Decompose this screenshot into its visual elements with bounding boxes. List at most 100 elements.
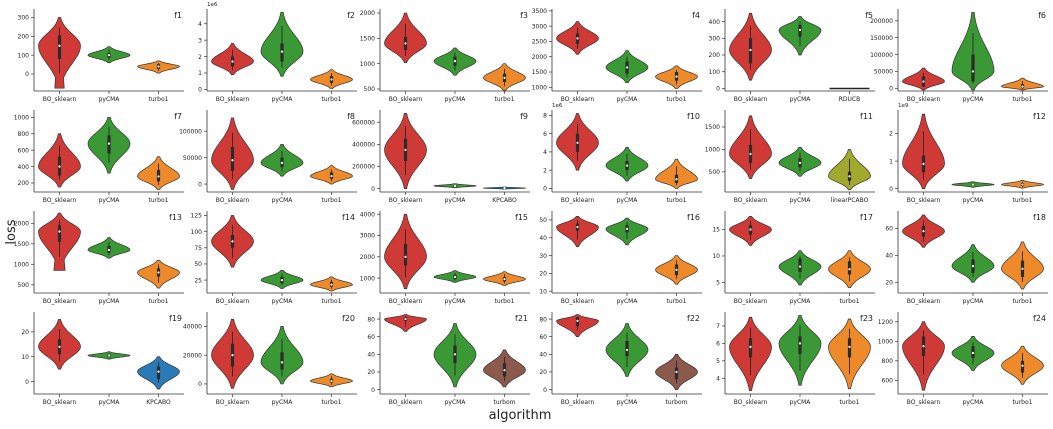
x-tick-label: pyCMA xyxy=(445,197,467,204)
y-tick-label: 500 xyxy=(18,282,30,289)
violin-median xyxy=(798,28,802,32)
violin-iqr-box xyxy=(847,261,852,275)
panel-f3: 500 1000 1500 2000 f3 BO_sklearn pyCMA turbo1 xyxy=(360,9,530,103)
y-tick-label: 400 xyxy=(18,164,30,171)
panel-title: f19 xyxy=(169,314,182,323)
y-tick-label: 4 xyxy=(198,21,202,28)
y-tick-label: 0 xyxy=(198,87,202,94)
y-tick-label: 40 xyxy=(539,352,547,359)
violin-median xyxy=(58,345,61,348)
y-tick-label: 2 xyxy=(889,131,893,138)
x-tick-label: BO_sklearn xyxy=(561,197,595,204)
violin-iqr-box xyxy=(57,35,62,59)
panel-f2: 0 1 2 3 4 1e6 f2 BO_sklearn pyCMA turbo1 xyxy=(198,2,357,103)
violin-median xyxy=(157,65,160,68)
y-tick-label: 0 xyxy=(889,186,893,193)
y-tick-label: 1000 xyxy=(705,147,720,154)
y-tick-label: 400 xyxy=(709,19,721,26)
y-tick-label: 1000 xyxy=(360,275,375,282)
violin-median xyxy=(453,353,457,356)
x-tick-label: turbo1 xyxy=(495,298,515,305)
y-tick-label: 100000 xyxy=(179,128,202,135)
y-tick-label: 1 xyxy=(889,158,893,165)
violin-median xyxy=(675,178,678,181)
y-tick-label: 25 xyxy=(194,277,202,284)
y-tick-label: 0 xyxy=(543,186,547,193)
x-tick-label: turbo1 xyxy=(322,298,342,305)
y-tick-label: 1500 xyxy=(705,124,720,131)
y-tick-label: 7 xyxy=(716,323,720,330)
y-tick-label: 500 xyxy=(364,86,376,93)
violin-median xyxy=(675,370,678,374)
y-tick-label: 0 xyxy=(371,186,375,193)
y-tick-label: 50000 xyxy=(874,69,893,76)
violin-median xyxy=(107,54,111,57)
x-tick-label: KPCABO xyxy=(492,197,517,204)
panel-title: f17 xyxy=(860,213,873,222)
y-tick-label: 0 xyxy=(25,71,29,78)
x-tick-label: BO_sklearn xyxy=(734,197,768,204)
violin-median xyxy=(280,361,284,364)
x-tick-label: turbo1 xyxy=(322,96,342,103)
panel-f6: 0 50000 100000 150000 200000 f6 BO_sklearn pyCM… xyxy=(870,9,1048,103)
violin-median xyxy=(58,230,61,233)
x-tick-label: turbo1 xyxy=(149,298,169,305)
axis-exponent-label: 1e6 xyxy=(207,2,218,8)
x-tick-label: pyCMA xyxy=(272,399,294,406)
panel-title: f10 xyxy=(687,112,700,121)
panel-f4: 1000 1500 2000 2500 3000 3500 f4 BO_sklearn pyCM… xyxy=(532,8,702,103)
y-tick-label: 100000 xyxy=(870,52,893,59)
y-tick-label: 10 xyxy=(21,354,29,361)
y-tick-label: 20 xyxy=(539,369,547,376)
y-tick-label: 1500 xyxy=(360,36,375,43)
x-tick-label: BO_sklearn xyxy=(216,399,250,406)
violin-median xyxy=(971,70,975,73)
violin-median xyxy=(1021,364,1024,367)
x-tick-label: pyCMA xyxy=(790,298,812,305)
x-tick-label: BO_sklearn xyxy=(389,96,423,103)
violin-median xyxy=(971,351,975,355)
y-tick-label: 40 xyxy=(367,352,375,359)
violin-median xyxy=(1021,183,1024,186)
panel-f17: 5 10 15 f17 BO_sklearn pyCMA turbo1 xyxy=(712,211,875,305)
x-tick-label: BO_sklearn xyxy=(216,298,250,305)
panel-title: f22 xyxy=(687,314,700,323)
panel-f21: 0 20 40 60 80 f21 BO_sklearn pyCMA turbom xyxy=(367,312,530,406)
violin-median xyxy=(231,240,234,243)
axis-exponent-label: 1e6 xyxy=(552,103,563,109)
y-tick-label: 3000 xyxy=(360,233,375,240)
y-tick-label: 300 xyxy=(18,15,30,22)
y-tick-label: 50000 xyxy=(183,155,202,162)
y-tick-label: 15 xyxy=(712,227,720,234)
y-tick-label: 0 xyxy=(198,181,202,188)
y-tick-label: 20 xyxy=(539,271,547,278)
x-tick-label: BO_sklearn xyxy=(43,298,77,305)
panel-f14: 25 50 75 100 125 f14 BO_sklearn pyCMA turbo1 xyxy=(191,211,357,305)
x-tick-label: turbo1 xyxy=(667,197,687,204)
panel-title: f21 xyxy=(515,314,528,323)
x-tick-label: pyCMA xyxy=(445,399,467,406)
y-tick-label: 40 xyxy=(885,253,893,260)
x-tick-label: pyCMA xyxy=(272,197,294,204)
y-tick-label: 100 xyxy=(18,52,30,59)
panel-f16: 10 20 30 40 50 f16 BO_sklearn pyCMA turbo1 xyxy=(539,211,702,305)
x-tick-label: BO_sklearn xyxy=(43,399,77,406)
violin-median xyxy=(798,342,802,345)
x-tick-label: turbo1 xyxy=(322,399,342,406)
violin-median xyxy=(157,175,160,178)
violin-median xyxy=(231,60,234,63)
y-tick-label: 1500 xyxy=(14,241,29,248)
violin-median xyxy=(848,345,851,348)
violin-median xyxy=(922,162,925,165)
panel-f24: 600 800 1000 1200 f24 BO_sklearn pyCMA turbo1 xyxy=(878,312,1048,406)
panel-f12: 0 1 2 1e9 f12 BO_sklearn pyCMA turbo1 xyxy=(889,103,1048,204)
violin-median xyxy=(330,78,333,81)
y-tick-label: 5 xyxy=(716,280,720,287)
x-tick-label: RDUCB xyxy=(839,96,861,103)
panel-title: f14 xyxy=(342,213,355,222)
y-tick-label: 2000 xyxy=(360,10,375,17)
violin-median xyxy=(404,255,407,258)
violin-median xyxy=(848,175,851,178)
violin-median xyxy=(848,268,851,271)
